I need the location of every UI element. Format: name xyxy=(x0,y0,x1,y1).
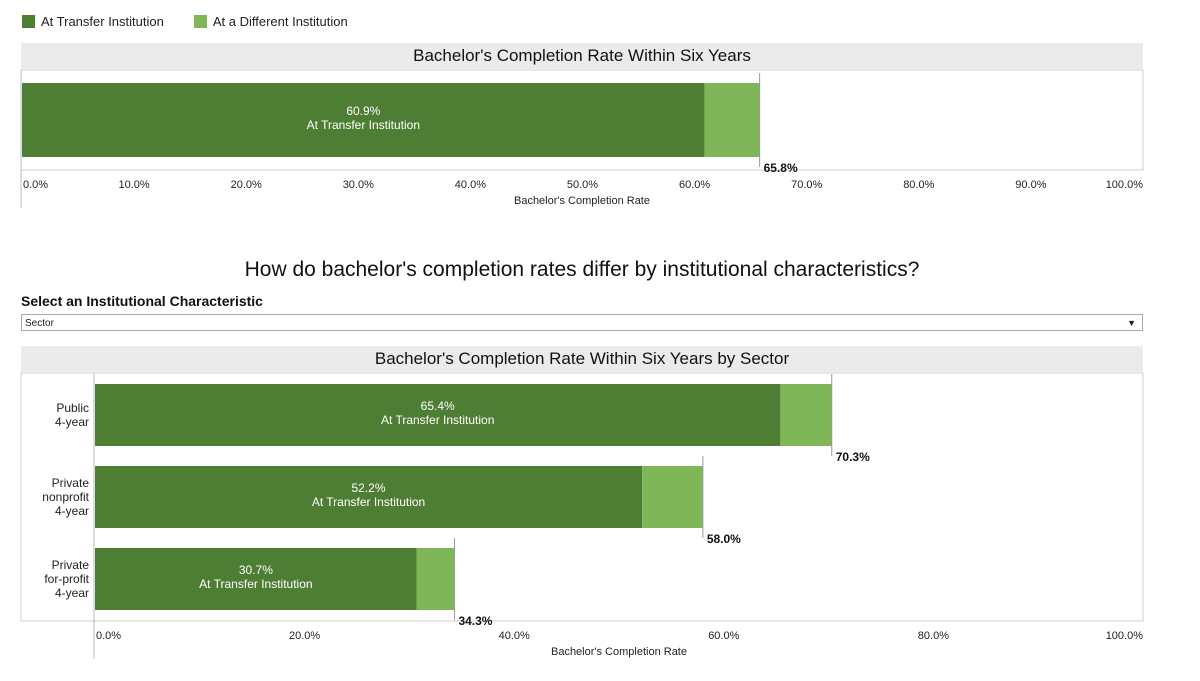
select-value: Sector xyxy=(25,318,54,329)
section-heading: How do bachelor's completion rates diffe… xyxy=(244,258,920,281)
category-label-2-2: 4-year xyxy=(55,586,89,600)
bar-different-2 xyxy=(416,548,455,610)
category-label-0-0: Public xyxy=(56,401,89,415)
legend-swatch-different xyxy=(193,15,207,28)
x-axis-title: Bachelor's Completion Rate xyxy=(551,646,687,658)
bar-different-1 xyxy=(642,466,703,528)
total-label-2: 34.3% xyxy=(458,614,492,628)
x-axis-title: Bachelor's Completion Rate xyxy=(514,195,650,207)
x-tick-label-5: 100.0% xyxy=(1106,630,1144,642)
legend-swatch-transfer xyxy=(22,15,35,28)
bar-value-label-0: 65.4% xyxy=(421,399,455,413)
legend-item-different[interactable]: At a Different Institution xyxy=(193,14,348,29)
chart2-svg: 65.4%At Transfer Institution70.3%Public4… xyxy=(20,372,1144,659)
plot-frame xyxy=(20,372,1144,622)
bar-value-label-2: 30.7% xyxy=(239,563,273,577)
category-label-2-0: Private xyxy=(52,558,90,572)
category-label-1-2: 4-year xyxy=(55,504,89,518)
x-tick-label-6: 60.0% xyxy=(679,179,710,191)
bar-different-0 xyxy=(780,384,832,446)
x-tick-label-4: 80.0% xyxy=(918,630,949,642)
bar-value-label-1: 52.2% xyxy=(352,481,386,495)
legend-label-transfer: At Transfer Institution xyxy=(41,14,164,29)
x-tick-label-4: 40.0% xyxy=(455,179,486,191)
x-tick-label-1: 10.0% xyxy=(118,179,149,191)
x-tick-label-5: 50.0% xyxy=(567,179,598,191)
bar-transfer-1 xyxy=(95,466,643,528)
chevron-down-icon[interactable]: ▼ xyxy=(1127,318,1136,328)
characteristic-select[interactable]: Sector ▼ xyxy=(21,314,1143,331)
select-label: Select an Institutional Characteristic xyxy=(21,293,263,309)
x-tick-label-3: 30.0% xyxy=(343,179,374,191)
x-tick-label-7: 70.0% xyxy=(791,179,822,191)
bar-series-label-2: At Transfer Institution xyxy=(199,577,312,591)
bar-transfer-2 xyxy=(95,548,417,610)
chart1-title: Bachelor's Completion Rate Within Six Ye… xyxy=(21,43,1143,69)
legend: At Transfer Institution At a Different I… xyxy=(22,14,348,29)
bar-transfer-0 xyxy=(95,384,781,446)
total-label-0: 70.3% xyxy=(836,450,870,464)
category-label-2-1: for-profit xyxy=(44,572,89,586)
x-tick-label-2: 20.0% xyxy=(231,179,262,191)
x-tick-label-8: 80.0% xyxy=(903,179,934,191)
x-tick-label-3: 60.0% xyxy=(708,630,739,642)
bar-series-label-0: At Transfer Institution xyxy=(307,118,420,132)
x-tick-label-0: 0.0% xyxy=(23,179,48,191)
bar-value-label-0: 60.9% xyxy=(346,104,380,118)
legend-item-transfer[interactable]: At Transfer Institution xyxy=(22,14,164,29)
category-label-1-0: Private xyxy=(52,476,90,490)
category-label-1-1: nonprofit xyxy=(42,490,89,504)
total-label-1: 58.0% xyxy=(707,532,741,546)
x-tick-label-1: 20.0% xyxy=(289,630,320,642)
chart1-svg: 60.9%At Transfer Institution 65.8% 0.0% 10.… xyxy=(20,69,1144,208)
x-tick-label-0: 0.0% xyxy=(96,630,121,642)
bar-transfer-0 xyxy=(22,83,705,157)
bar-series-label-0: At Transfer Institution xyxy=(381,413,494,427)
category-label-0-1: 4-year xyxy=(55,415,89,429)
bar-different-0 xyxy=(704,83,760,157)
bar-series-label-1: At Transfer Institution xyxy=(312,495,425,509)
x-tick-label-2: 40.0% xyxy=(499,630,530,642)
x-tick-label-10: 100.0% xyxy=(1106,179,1144,191)
chart2-title: Bachelor's Completion Rate Within Six Ye… xyxy=(21,346,1143,372)
total-label-0: 65.8% xyxy=(764,161,798,175)
legend-label-different: At a Different Institution xyxy=(212,14,348,29)
x-tick-label-9: 90.0% xyxy=(1015,179,1046,191)
